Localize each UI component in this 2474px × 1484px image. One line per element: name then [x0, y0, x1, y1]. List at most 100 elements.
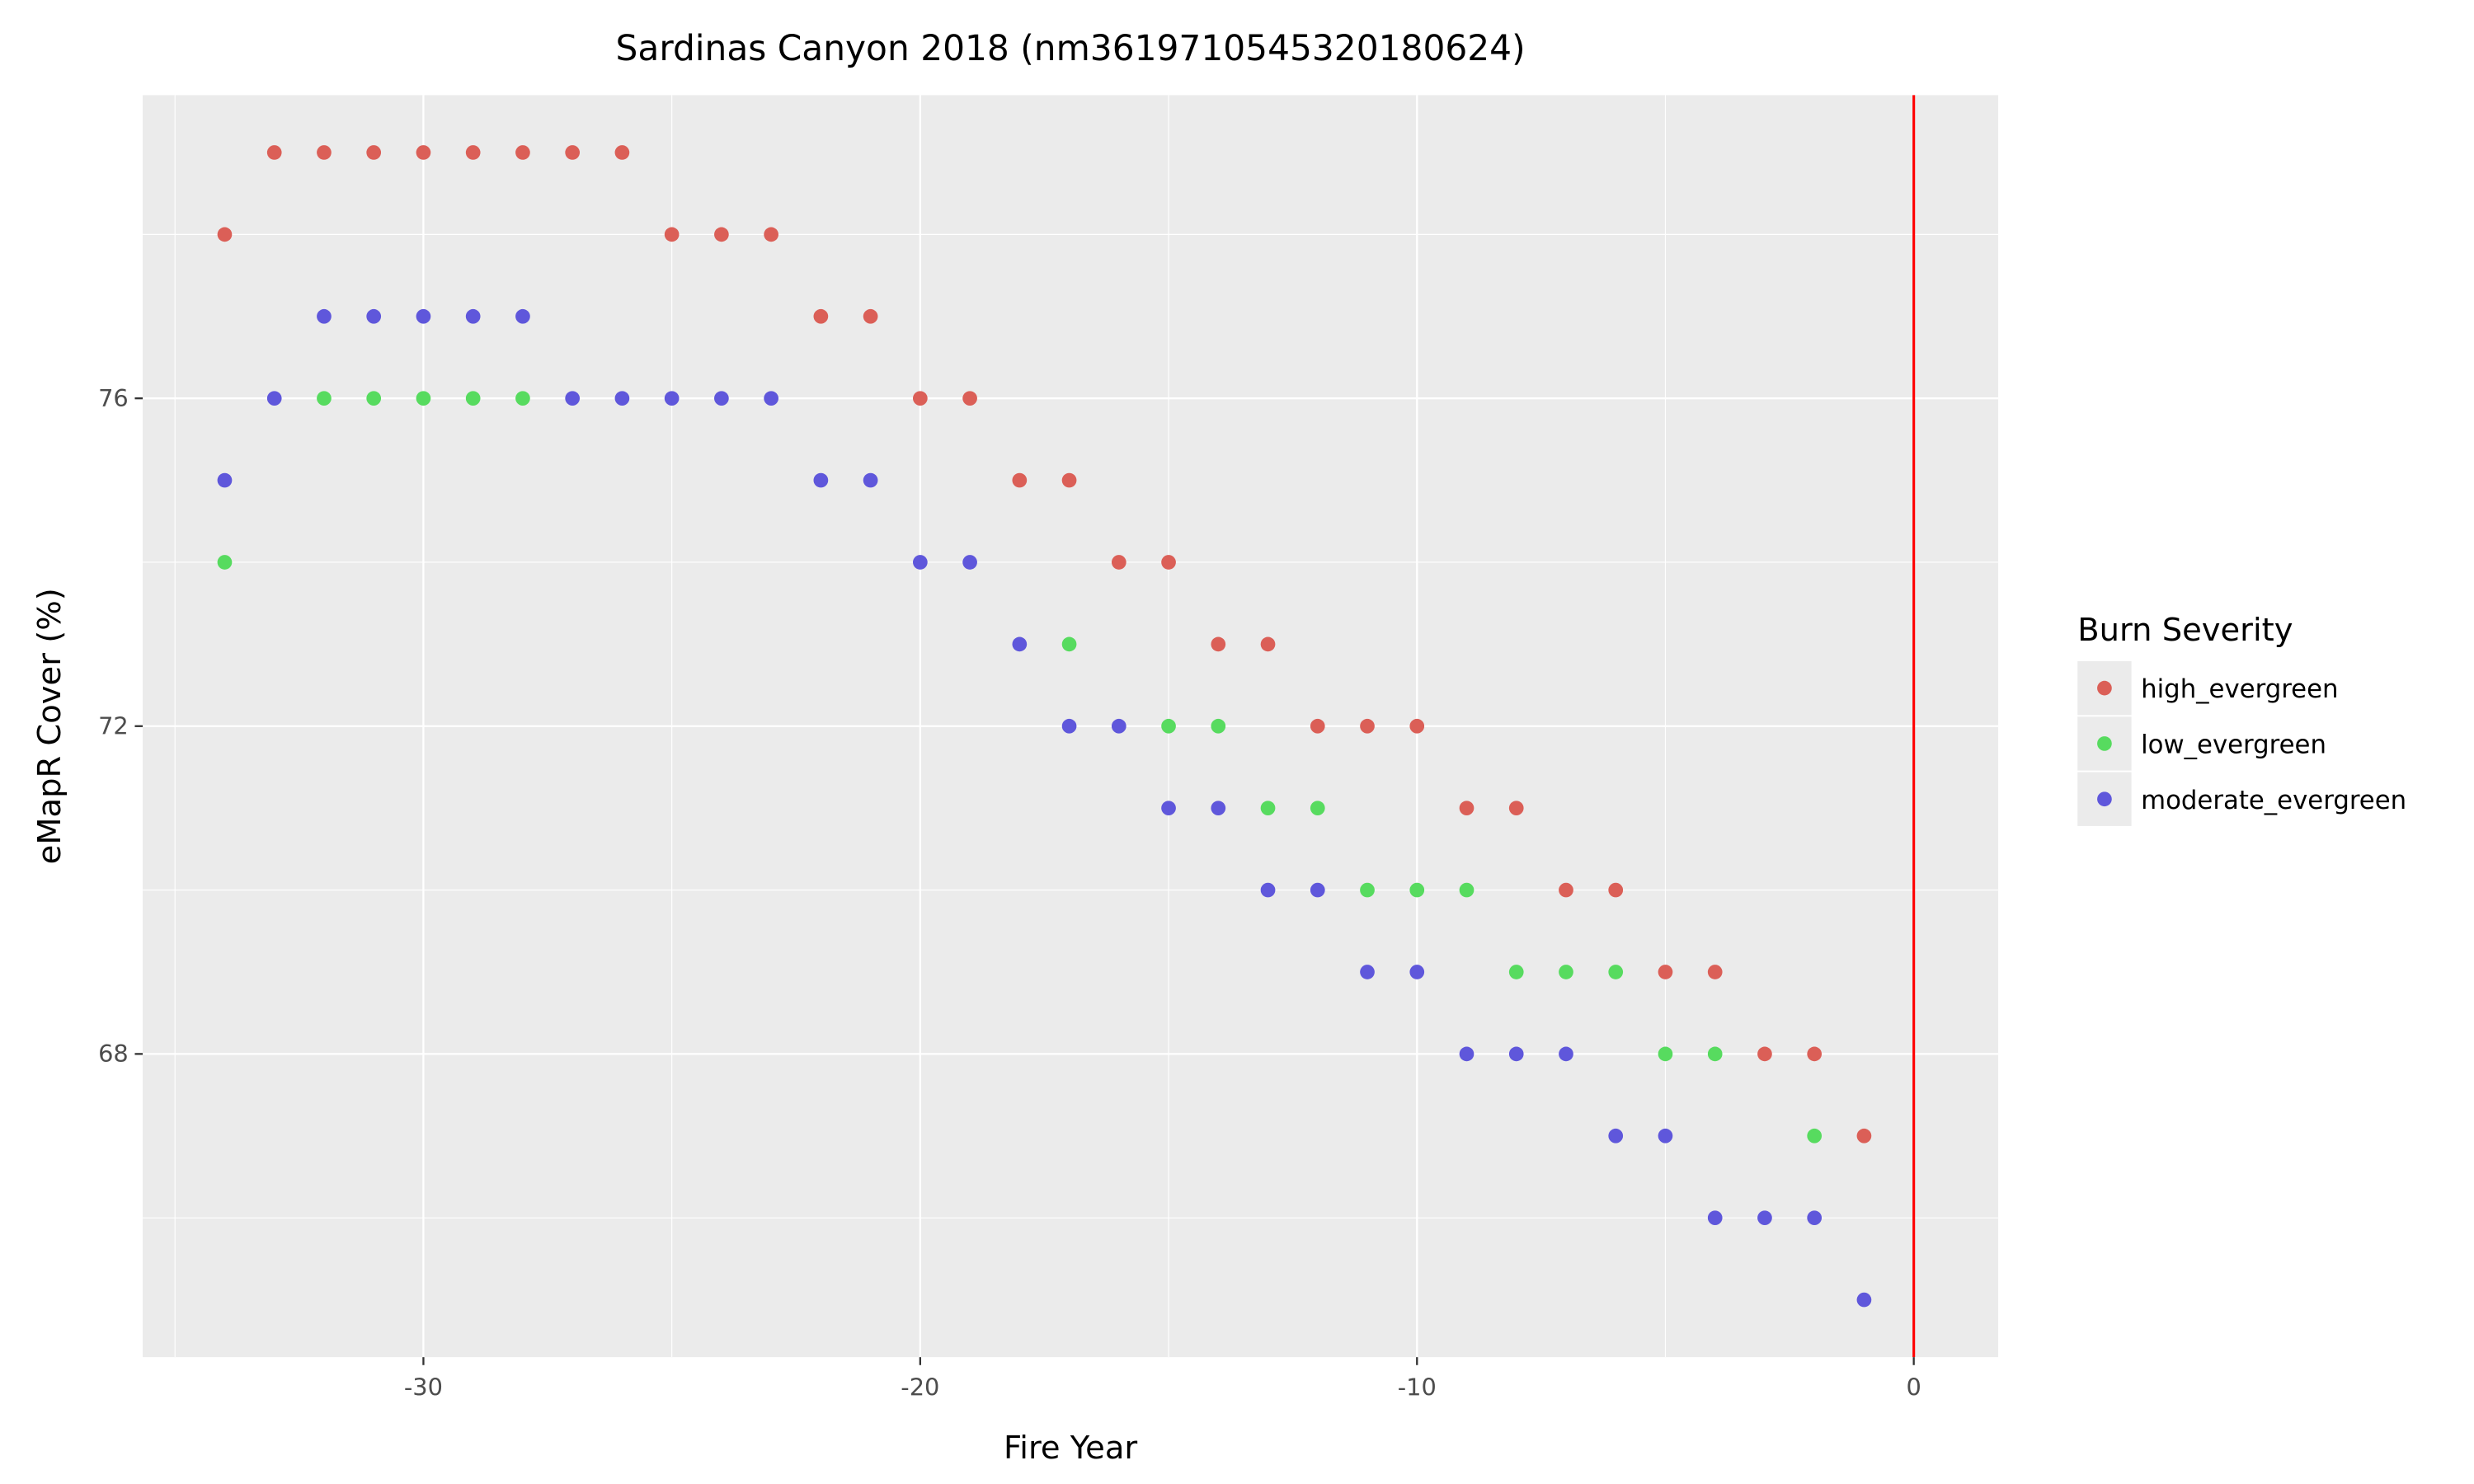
point-high_evergreen	[1559, 882, 1573, 898]
point-low_evergreen	[1559, 965, 1573, 979]
point-moderate_evergreen	[962, 555, 977, 570]
point-high_evergreen	[1161, 555, 1176, 570]
point-moderate_evergreen	[1608, 1128, 1624, 1144]
point-moderate_evergreen	[714, 391, 729, 406]
point-low_evergreen	[1608, 965, 1624, 979]
y-axis-label: eMapR Cover (%)	[31, 588, 68, 864]
point-low_evergreen	[1260, 801, 1276, 816]
point-low_evergreen	[1360, 882, 1375, 898]
y-tick-label: 72	[98, 711, 129, 740]
point-high_evergreen	[1211, 636, 1226, 652]
point-low_evergreen	[1508, 965, 1524, 979]
legend: Burn Severity high_evergreen low_evergree…	[2077, 612, 2406, 826]
point-low_evergreen	[217, 555, 233, 570]
point-low_evergreen	[1161, 718, 1176, 734]
point-low_evergreen	[1310, 801, 1325, 816]
point-moderate_evergreen	[266, 391, 282, 406]
point-moderate_evergreen	[1161, 801, 1176, 816]
point-moderate_evergreen	[1757, 1210, 1772, 1226]
point-moderate_evergreen	[1807, 1210, 1823, 1226]
point-high_evergreen	[1658, 965, 1673, 979]
point-moderate_evergreen	[1012, 636, 1028, 652]
point-moderate_evergreen	[1211, 801, 1226, 816]
point-low_evergreen	[1807, 1128, 1823, 1144]
point-high_evergreen	[813, 308, 829, 324]
point-low_evergreen	[1707, 1046, 1723, 1062]
point-high_evergreen	[1807, 1046, 1823, 1062]
point-high_evergreen	[614, 145, 630, 160]
point-high_evergreen	[664, 227, 680, 242]
point-high_evergreen	[1409, 718, 1425, 734]
point-moderate_evergreen	[1559, 1046, 1573, 1062]
point-high_evergreen	[1508, 801, 1524, 816]
point-high_evergreen	[366, 145, 382, 160]
point-moderate_evergreen	[217, 472, 233, 488]
point-moderate_evergreen	[366, 308, 382, 324]
point-high_evergreen	[266, 145, 282, 160]
legend-marker-moderate_evergreen	[2097, 791, 2112, 807]
legend-marker-low_evergreen	[2097, 736, 2112, 751]
point-low_evergreen	[416, 391, 431, 406]
point-moderate_evergreen	[1658, 1128, 1673, 1144]
point-low_evergreen	[366, 391, 382, 406]
legend-label-low_evergreen: low_evergreen	[2141, 730, 2326, 759]
point-low_evergreen	[465, 391, 481, 406]
point-high_evergreen	[565, 145, 581, 160]
legend-label-high_evergreen: high_evergreen	[2141, 674, 2338, 704]
x-tick-label: -30	[404, 1373, 443, 1401]
point-moderate_evergreen	[1360, 965, 1375, 979]
point-high_evergreen	[764, 227, 778, 242]
y-tick-label: 76	[98, 384, 129, 412]
point-high_evergreen	[1459, 801, 1475, 816]
point-moderate_evergreen	[1459, 1046, 1475, 1062]
legend-marker-high_evergreen	[2097, 680, 2112, 696]
point-moderate_evergreen	[863, 472, 878, 488]
point-high_evergreen	[1260, 636, 1276, 652]
point-moderate_evergreen	[813, 472, 829, 488]
point-high_evergreen	[416, 145, 431, 160]
point-high_evergreen	[1111, 555, 1126, 570]
point-high_evergreen	[1856, 1128, 1872, 1144]
point-high_evergreen	[1310, 718, 1325, 734]
point-moderate_evergreen	[913, 555, 928, 570]
point-moderate_evergreen	[1707, 1210, 1723, 1226]
point-high_evergreen	[317, 145, 332, 160]
point-moderate_evergreen	[1310, 882, 1325, 898]
point-moderate_evergreen	[1260, 882, 1276, 898]
point-high_evergreen	[515, 145, 530, 160]
point-moderate_evergreen	[317, 308, 332, 324]
point-high_evergreen	[863, 308, 878, 324]
point-moderate_evergreen	[416, 308, 431, 324]
point-low_evergreen	[1459, 882, 1475, 898]
x-axis-ticks: -30 -20 -10 0	[404, 1357, 1921, 1401]
x-tick-label: 0	[1906, 1373, 1921, 1401]
point-high_evergreen	[1757, 1046, 1772, 1062]
point-high_evergreen	[913, 391, 928, 406]
point-high_evergreen	[465, 145, 481, 160]
point-moderate_evergreen	[764, 391, 778, 406]
point-moderate_evergreen	[515, 308, 530, 324]
point-moderate_evergreen	[1508, 1046, 1524, 1062]
x-tick-label: -20	[901, 1373, 939, 1401]
point-moderate_evergreen	[1856, 1292, 1872, 1308]
chart-title: Sardinas Canyon 2018 (nm3619710545320180…	[616, 28, 1526, 68]
point-low_evergreen	[1211, 718, 1226, 734]
point-moderate_evergreen	[1409, 965, 1425, 979]
y-axis-ticks: 68 72 76	[98, 384, 143, 1068]
point-high_evergreen	[1707, 965, 1723, 979]
point-low_evergreen	[1061, 636, 1077, 652]
point-moderate_evergreen	[664, 391, 680, 406]
point-low_evergreen	[515, 391, 530, 406]
x-axis-label: Fire Year	[1004, 1430, 1137, 1467]
point-high_evergreen	[217, 227, 233, 242]
legend-label-moderate_evergreen: moderate_evergreen	[2141, 786, 2406, 815]
point-moderate_evergreen	[565, 391, 581, 406]
point-high_evergreen	[1608, 882, 1624, 898]
y-tick-label: 68	[98, 1040, 129, 1068]
point-low_evergreen	[1409, 882, 1425, 898]
point-high_evergreen	[714, 227, 729, 242]
point-low_evergreen	[317, 391, 332, 406]
point-moderate_evergreen	[465, 308, 481, 324]
point-high_evergreen	[962, 391, 977, 406]
